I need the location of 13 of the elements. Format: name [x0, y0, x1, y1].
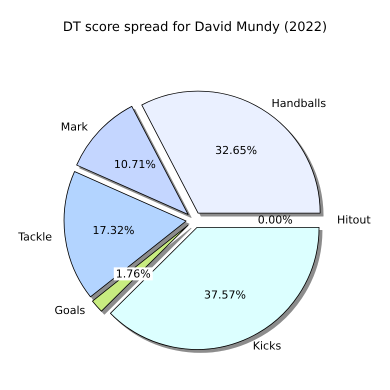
slice-label: Tackle: [17, 230, 52, 244]
chart-title: DT score spread for David Mundy (2022): [62, 20, 328, 35]
data-label: 1.76%: [116, 267, 151, 280]
data-label: 37.57%: [204, 288, 246, 302]
slice-label: Goals: [54, 304, 86, 317]
category-label: Hitout: [337, 214, 371, 226]
data-label: 10.71%: [114, 158, 156, 171]
data-label: 17.32%: [92, 224, 134, 237]
data-label: 32.65%: [215, 144, 258, 158]
slice-label: Mark: [60, 120, 88, 134]
slice-label: Handballs: [272, 97, 326, 110]
text: 0.00%: [258, 214, 293, 226]
slice-label: Kicks: [252, 339, 282, 352]
